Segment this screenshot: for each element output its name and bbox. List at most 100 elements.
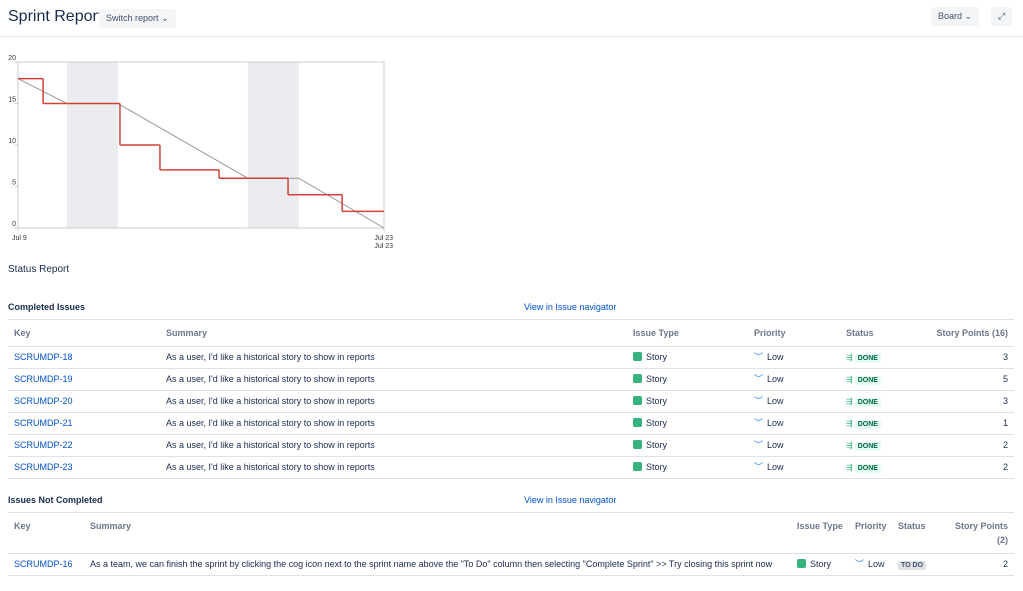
story-points: 2 [930, 434, 1014, 457]
issue-navigator-link[interactable]: View in Issue navigator [524, 302, 617, 312]
status-lozenge: DONE [854, 397, 881, 407]
x-tick-label: Jul 23 [374, 243, 393, 250]
issue-row: SCRUMDP-19 As a user, I'd like a historic… [8, 368, 1014, 391]
story-points: 5 [930, 368, 1014, 391]
story-icon [633, 374, 642, 383]
priority: Low [767, 418, 784, 428]
issue-row: SCRUMDP-21 As a user, I'd like a historic… [8, 412, 1014, 435]
summary-cell: As a user, I'd like a historical story t… [160, 390, 627, 413]
issue-key[interactable]: SCRUMDP-20 [14, 396, 73, 406]
priority-icon: ︶ [855, 559, 865, 569]
y-tick-label: 15 [8, 96, 16, 103]
type-cell: Story [627, 346, 748, 369]
issue-key[interactable]: SCRUMDP-16 [14, 559, 73, 569]
summary-cell: As a user, I'd like a historical story t… [160, 346, 627, 369]
key-cell: SCRUMDP-23 [8, 456, 160, 479]
switch-report-button[interactable]: Switch report ⌄ [99, 9, 176, 28]
story-points: 2 [942, 553, 1014, 576]
priority-icon: ︶ [754, 396, 764, 406]
header-bar [0, 0, 1023, 37]
status-cell: ⇶ DONE [840, 456, 930, 479]
key-cell: SCRUMDP-16 [8, 553, 84, 576]
priority-icon: ︶ [754, 352, 764, 362]
story-icon [633, 440, 642, 449]
status-icon: ⇶ [846, 418, 853, 428]
issue-key[interactable]: SCRUMDP-22 [14, 440, 73, 450]
priority-cell: ︶ Low [748, 390, 840, 413]
type-cell: Story [627, 434, 748, 457]
column-header: Issue Type [791, 512, 849, 554]
story-points: 3 [930, 390, 1014, 413]
status-cell: ⇶ DONE [840, 390, 930, 413]
priority-cell: ︶ Low [748, 456, 840, 479]
issue-type: Story [810, 559, 832, 569]
issue-key[interactable]: SCRUMDP-21 [14, 418, 73, 428]
status-icon: ⇶ [846, 396, 853, 406]
story-icon [633, 352, 642, 361]
status-lozenge: DONE [854, 353, 881, 363]
issue-row: SCRUMDP-20 As a user, I'd like a historic… [8, 390, 1014, 413]
story-points: 1 [930, 412, 1014, 435]
page-title: Sprint Report [8, 8, 103, 25]
status-icon: ⇶ [846, 374, 853, 384]
column-header: Story Points (2) [942, 512, 1014, 554]
priority-cell: ︶ Low [748, 346, 840, 369]
type-cell: Story [627, 456, 748, 479]
column-header: Key [8, 319, 160, 347]
status-cell: ⇶ DONE [840, 346, 930, 369]
issue-row: SCRUMDP-18 As a user, I'd like a historic… [8, 346, 1014, 369]
column-header: Key [8, 512, 84, 554]
type-cell: Story [627, 412, 748, 435]
expand-button[interactable]: ⤢ [991, 7, 1013, 26]
status-lozenge: DONE [854, 419, 881, 429]
type-cell: Story [791, 553, 849, 576]
y-tick-label: 0 [12, 221, 16, 228]
column-header: Priority [849, 512, 892, 554]
priority: Low [767, 396, 784, 406]
type-cell: Story [627, 368, 748, 391]
priority-cell: ︶ Low [748, 412, 840, 435]
header-row: Key Summary Issue Type Priority Status Story … [8, 512, 1014, 554]
x-tick-label: Jul 23 [374, 235, 393, 242]
issue-type: Story [646, 462, 668, 472]
board-button[interactable]: Board ⌄ [931, 7, 980, 26]
guideline [17, 78, 385, 229]
status-lozenge: DONE [854, 441, 881, 451]
priority-cell: ︶ Low [849, 553, 892, 576]
column-header: Status [892, 512, 942, 554]
non-working-band [247, 62, 299, 228]
issue-key[interactable]: SCRUMDP-19 [14, 374, 73, 384]
button-label: Board [938, 11, 963, 21]
not-completed-table: Key Summary Issue Type Priority Status Story … [8, 512, 1014, 576]
key-cell: SCRUMDP-19 [8, 368, 160, 391]
issue-row: SCRUMDP-23 As a user, I'd like a historic… [8, 456, 1014, 479]
priority: Low [767, 374, 784, 384]
issue-type: Story [646, 396, 668, 406]
x-tick-label: Jul 9 [12, 235, 27, 242]
status-cell: ⇶ DONE [840, 368, 930, 391]
header-row: Key Summary Issue Type Priority Status Story … [8, 319, 1014, 347]
status-lozenge: TO DO [898, 560, 927, 570]
summary-cell: As a user, I'd like a historical story t… [160, 456, 627, 479]
story-icon [633, 418, 642, 427]
status-cell: ⇶ DONE [840, 412, 930, 435]
non-working-band [66, 62, 118, 228]
summary-cell: As a team, we can finish the sprint by c… [84, 553, 791, 576]
key-cell: SCRUMDP-20 [8, 390, 160, 413]
button-label: Switch report [106, 13, 159, 23]
priority: Low [767, 352, 784, 362]
priority: Low [767, 440, 784, 450]
priority-icon: ︶ [754, 374, 764, 384]
story-icon [633, 396, 642, 405]
priority-cell: ︶ Low [748, 368, 840, 391]
issue-key[interactable]: SCRUMDP-23 [14, 462, 73, 472]
issue-row: SCRUMDP-16 As a team, we can finish the s… [8, 553, 1014, 576]
y-tick-label: 5 [12, 179, 16, 186]
column-header: Story Points (16) [930, 319, 1014, 347]
status-icon: ⇶ [846, 352, 853, 362]
issue-key[interactable]: SCRUMDP-18 [14, 352, 73, 362]
priority-icon: ︶ [754, 462, 764, 472]
story-points: 2 [930, 456, 1014, 479]
issue-navigator-link[interactable]: View in Issue navigator [524, 495, 617, 505]
